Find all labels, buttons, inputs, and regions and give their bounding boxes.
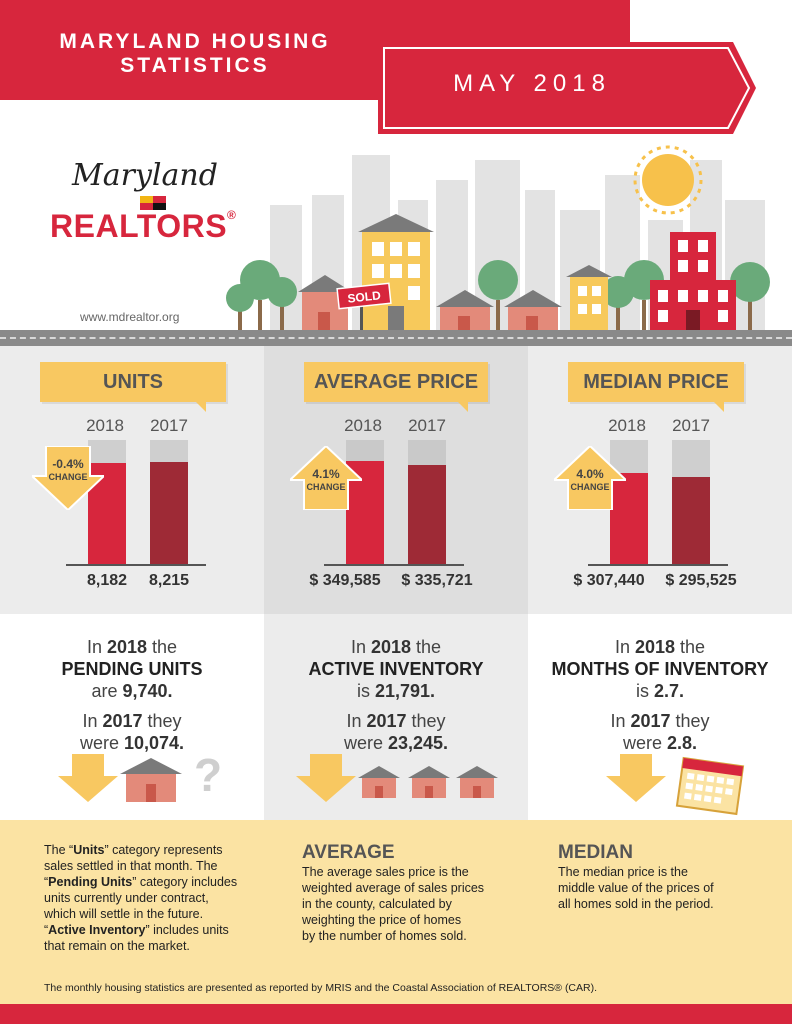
definitions-units: The “Units” category represents sales se… xyxy=(44,843,238,953)
chart-median-change: 4.0% CHANGE xyxy=(554,468,626,494)
chart-median-bar-2017 xyxy=(672,477,710,564)
chart-median-year-2017: 2017 xyxy=(672,416,710,435)
road-line xyxy=(0,337,792,339)
active-inventory-heading: ACTIVE INVENTORY xyxy=(308,659,484,679)
house-icon xyxy=(358,766,400,798)
down-arrow-icon xyxy=(296,754,356,802)
chart-median-change-label: CHANGE xyxy=(570,482,610,492)
chart-average-bar-2017 xyxy=(408,465,446,564)
footer-red-bar xyxy=(0,1004,792,1024)
median-heading: MEDIAN xyxy=(558,842,633,863)
median-lower-bg xyxy=(528,614,792,820)
sold-sign-icon: SOLD xyxy=(336,282,392,334)
footer-bg xyxy=(0,820,792,1004)
calendar-icon xyxy=(675,756,745,816)
city-skyline-illustration: SOLD xyxy=(226,145,770,336)
house-icon xyxy=(408,766,450,798)
title-line-2: STATISTICS xyxy=(120,54,270,77)
title-line-1: MARYLAND HOUSING xyxy=(59,30,331,53)
pending-units-heading: PENDING UNITS xyxy=(61,659,203,679)
chart-median-value-2017: $ 295,525 xyxy=(665,572,737,589)
chart-average-value-2018: $ 349,585 xyxy=(309,572,381,589)
maryland-flag-icon xyxy=(140,196,166,210)
months-of-inventory-heading: MONTHS OF INVENTORY xyxy=(551,659,769,679)
average-heading: AVERAGE xyxy=(302,842,395,863)
logo-brand-text: REALTORS xyxy=(50,208,228,244)
sold-sign-text: SOLD xyxy=(347,288,382,305)
definitions-average: AVERAGE The average sales price is the w… xyxy=(302,842,522,944)
logo-maryland-script: Maryland xyxy=(72,158,218,193)
chart-units-year-2018: 2018 xyxy=(86,416,124,435)
up-arrow-icon xyxy=(554,446,626,510)
chart-units-bar-2017 xyxy=(150,462,188,564)
logo-realtors: REALTORS® xyxy=(50,208,236,245)
chart-average-baseline xyxy=(324,564,464,566)
active-inventory-stat: In 2018 the ACTIVE INVENTORY is 21,791. … xyxy=(264,636,528,754)
chart-average-year-2018: 2018 xyxy=(344,416,382,435)
chart-average-change: 4.1% CHANGE xyxy=(290,468,362,494)
chart-median-bar-2018 xyxy=(610,473,648,564)
chart-median-baseline xyxy=(588,564,728,566)
chart-average-change-label: CHANGE xyxy=(306,482,346,492)
house-icon xyxy=(456,766,498,798)
pending-units-stat: In 2018 the PENDING UNITS are 9,740. In … xyxy=(0,636,264,754)
average-price-banner: AVERAGE PRICE xyxy=(304,362,488,412)
down-arrow-icon xyxy=(606,754,666,802)
red-building-icon xyxy=(650,232,736,334)
median-price-banner: MEDIAN PRICE xyxy=(568,362,744,412)
chart-units-baseline xyxy=(66,564,206,566)
chart-median-year-2018: 2018 xyxy=(608,416,646,435)
chart-units-value-2018: 8,182 xyxy=(86,572,128,589)
definitions-median: MEDIAN The median price is the middle va… xyxy=(558,842,778,912)
logo-registered-mark: ® xyxy=(227,208,237,222)
yellow-building-icon xyxy=(358,214,434,334)
up-arrow-icon xyxy=(290,446,362,510)
chart-units-change: -0.4% CHANGE xyxy=(32,458,104,484)
chart-average-year-2017: 2017 xyxy=(408,416,446,435)
chart-units-value-2017: 8,215 xyxy=(148,572,190,589)
website-url: www.mdrealtor.org xyxy=(80,310,180,324)
house-icon xyxy=(120,758,182,802)
chart-average-value-2017: $ 335,721 xyxy=(401,572,473,589)
sun-icon xyxy=(642,154,694,206)
down-arrow-icon xyxy=(58,754,118,802)
date-arrow-banner xyxy=(378,42,756,134)
chart-median-change-value: 4.0% xyxy=(576,467,604,481)
units-banner: UNITS xyxy=(40,362,226,412)
down-arrow-icon xyxy=(32,446,104,510)
chart-units-change-label: CHANGE xyxy=(48,472,88,482)
months-of-inventory-stat: In 2018 the MONTHS OF INVENTORY is 2.7. … xyxy=(528,636,792,754)
chart-average-change-value: 4.1% xyxy=(312,467,340,481)
chart-units-change-value: -0.4% xyxy=(52,457,84,471)
source-note: The monthly housing statistics are prese… xyxy=(44,982,598,994)
chart-median-value-2018: $ 307,440 xyxy=(573,572,645,589)
report-date: MAY 2018 xyxy=(453,70,611,97)
chart-units-year-2017: 2017 xyxy=(150,416,188,435)
question-mark-icon: ? xyxy=(194,749,223,801)
page-title: MARYLAND HOUSING STATISTICS xyxy=(20,30,370,78)
